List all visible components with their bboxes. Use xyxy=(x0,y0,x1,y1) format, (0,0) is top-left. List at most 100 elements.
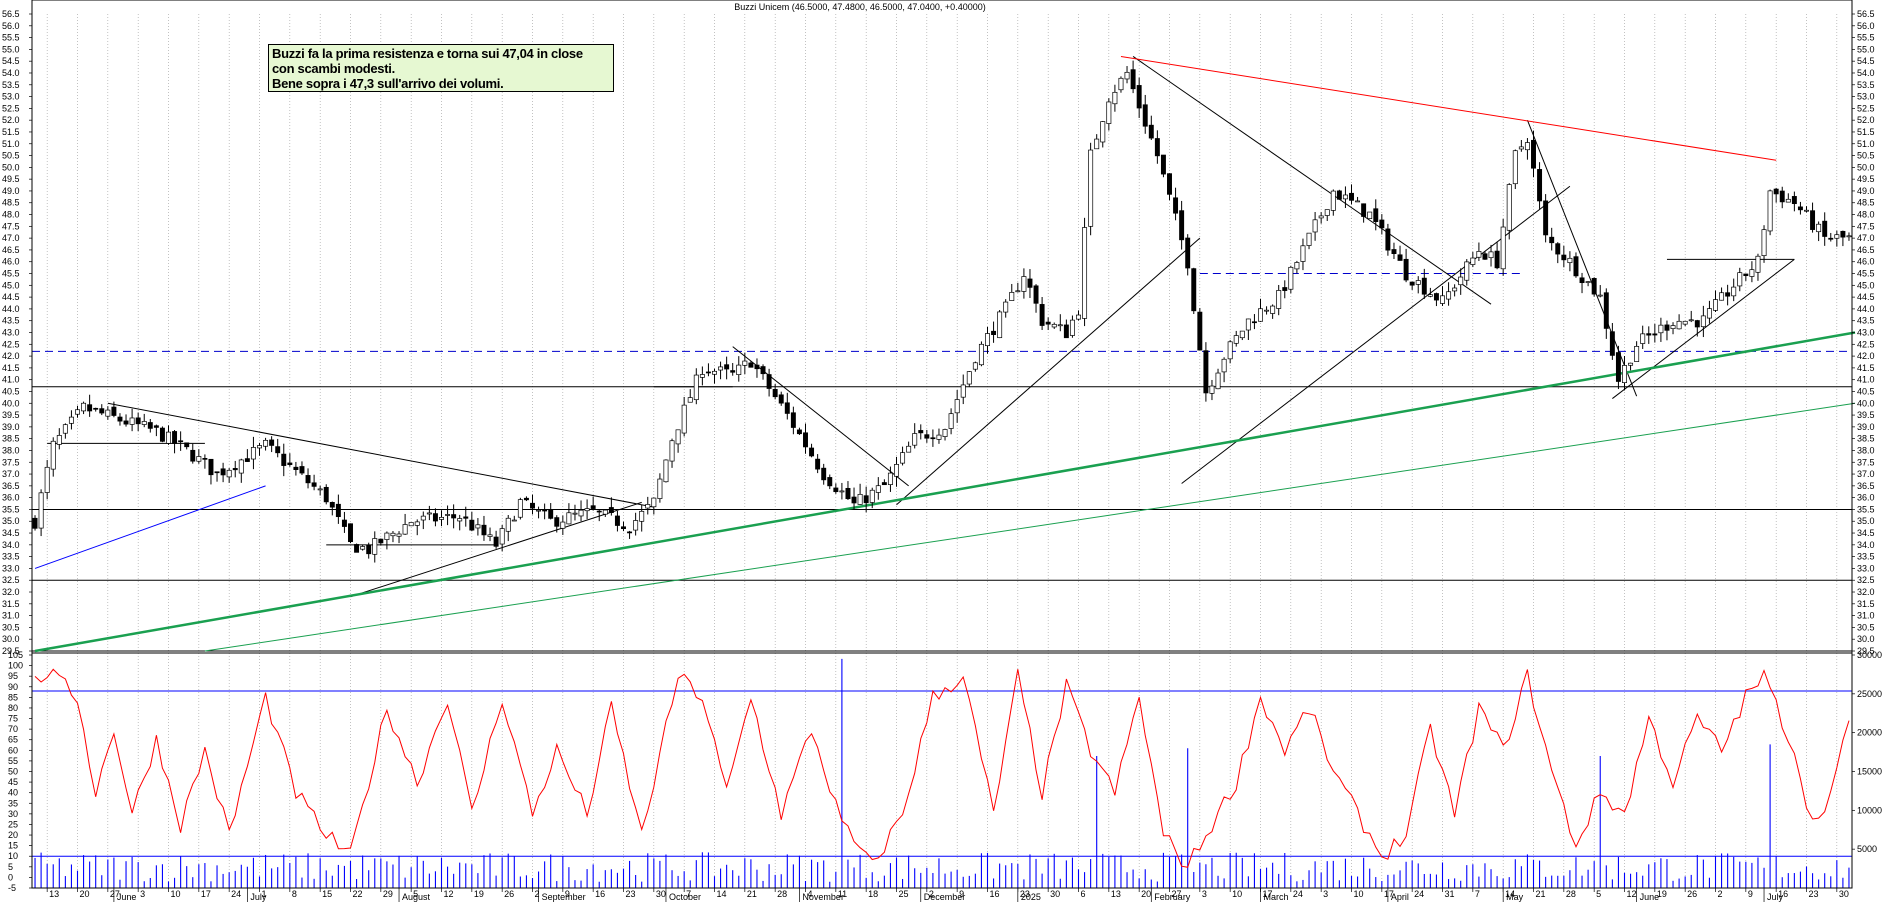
y-tick-label-left: 32.0 xyxy=(2,587,20,597)
candle-body xyxy=(275,446,281,454)
volume-tick-label: 5000 xyxy=(1857,844,1877,854)
candle-body xyxy=(1312,219,1318,233)
candle-body xyxy=(784,402,790,414)
osc-tick-label: 80 xyxy=(8,703,18,713)
y-tick-label-right: 38.0 xyxy=(1857,445,1875,455)
x-tick-label: 23 xyxy=(1809,889,1819,899)
volume-tick-label: 30000 xyxy=(1857,650,1882,660)
x-tick-label: 27 xyxy=(1172,889,1182,899)
y-tick-label-right: 43.0 xyxy=(1857,328,1875,338)
candle-body xyxy=(463,516,469,519)
candle-body xyxy=(736,364,742,375)
y-tick-label-right: 56.0 xyxy=(1857,21,1875,31)
y-tick-label-left: 51.0 xyxy=(2,139,20,149)
candle-body xyxy=(1828,237,1834,240)
candle-body xyxy=(44,466,50,493)
candle-body xyxy=(1555,243,1561,255)
y-tick-label-left: 30.5 xyxy=(2,622,20,632)
y-tick-label-left: 33.5 xyxy=(2,552,20,562)
candle-body xyxy=(1512,150,1518,185)
candle-body xyxy=(1270,305,1276,314)
candle-body xyxy=(1846,235,1852,238)
candle-body xyxy=(196,456,202,462)
x-tick-label: 28 xyxy=(1566,889,1576,899)
candle-body xyxy=(1767,190,1773,232)
candle-body xyxy=(1336,190,1342,200)
x-tick-label: 22 xyxy=(353,889,363,899)
candle-body xyxy=(942,429,948,437)
x-tick-label: 2 xyxy=(535,889,540,899)
candle-body xyxy=(135,417,141,425)
candle-body xyxy=(414,521,420,526)
volume-tick-label: 25000 xyxy=(1857,689,1882,699)
candle-body xyxy=(1051,323,1057,328)
y-tick-label-left: 42.5 xyxy=(2,339,20,349)
y-tick-label-right: 32.0 xyxy=(1857,587,1875,597)
y-tick-label-right: 39.0 xyxy=(1857,422,1875,432)
volume-tick-label: 10000 xyxy=(1857,805,1882,815)
x-tick-label: 16 xyxy=(990,889,1000,899)
candle-body xyxy=(1300,245,1306,262)
candle-body xyxy=(305,475,311,484)
candle-body xyxy=(1543,200,1549,236)
candle-body xyxy=(1494,250,1500,269)
candle-body xyxy=(1482,253,1488,260)
candle-body xyxy=(1573,256,1579,277)
candle-body xyxy=(451,514,457,519)
y-tick-label-left: 43.5 xyxy=(2,316,20,326)
candle-body xyxy=(863,495,869,504)
candle-body xyxy=(621,526,626,530)
candle-body xyxy=(936,434,942,440)
y-tick-label-left: 44.5 xyxy=(2,292,20,302)
x-tick-label: 10 xyxy=(1232,889,1242,899)
osc-tick-label: 35 xyxy=(8,798,18,808)
candle-body xyxy=(335,503,341,518)
candle-body xyxy=(1057,324,1063,327)
candle-body xyxy=(147,422,153,429)
x-tick-label: 16 xyxy=(595,889,605,899)
candle-body xyxy=(360,546,366,550)
month-label: February xyxy=(1154,892,1191,902)
candle-body xyxy=(1773,188,1779,195)
candle-body xyxy=(869,489,875,503)
y-tick-label-left: 40.5 xyxy=(2,386,20,396)
candle-body xyxy=(972,362,978,370)
candle-body xyxy=(1549,236,1555,244)
candle-body xyxy=(439,516,444,520)
candle-body xyxy=(894,464,899,477)
candle-body xyxy=(851,496,857,504)
y-tick-label-left: 53.0 xyxy=(2,92,20,102)
candle-body xyxy=(1500,226,1506,270)
osc-tick-label: 25 xyxy=(8,819,18,829)
y-tick-label-left: 42.0 xyxy=(2,351,20,361)
candle-body xyxy=(1385,228,1391,251)
candle-body xyxy=(1324,209,1330,216)
candle-body xyxy=(1585,281,1591,283)
candle-body xyxy=(1203,350,1209,394)
candle-body xyxy=(1634,346,1640,362)
candle-body xyxy=(827,477,833,487)
y-tick-label-left: 50.0 xyxy=(2,162,20,172)
month-label: August xyxy=(402,892,431,902)
candle-body xyxy=(705,371,711,374)
y-tick-label-left: 53.5 xyxy=(2,80,20,90)
y-tick-label-left: 51.5 xyxy=(2,127,20,137)
candle-body xyxy=(1403,258,1409,281)
y-tick-label-left: 43.0 xyxy=(2,328,20,338)
candle-body xyxy=(475,524,481,529)
month-label: December xyxy=(924,892,966,902)
candle-body xyxy=(1148,124,1154,139)
candle-body xyxy=(384,532,390,540)
candle-body xyxy=(420,515,426,521)
x-tick-label: 23 xyxy=(1020,889,1030,899)
candle-body xyxy=(1191,268,1197,312)
y-tick-label-left: 35.5 xyxy=(2,504,20,514)
candle-body xyxy=(1591,278,1597,295)
candle-body xyxy=(1785,198,1791,203)
y-tick-label-left: 55.0 xyxy=(2,44,20,54)
candle-body xyxy=(778,394,784,404)
candle-body xyxy=(766,374,772,389)
candle-body xyxy=(81,402,87,412)
x-tick-label: 17 xyxy=(1263,889,1273,899)
